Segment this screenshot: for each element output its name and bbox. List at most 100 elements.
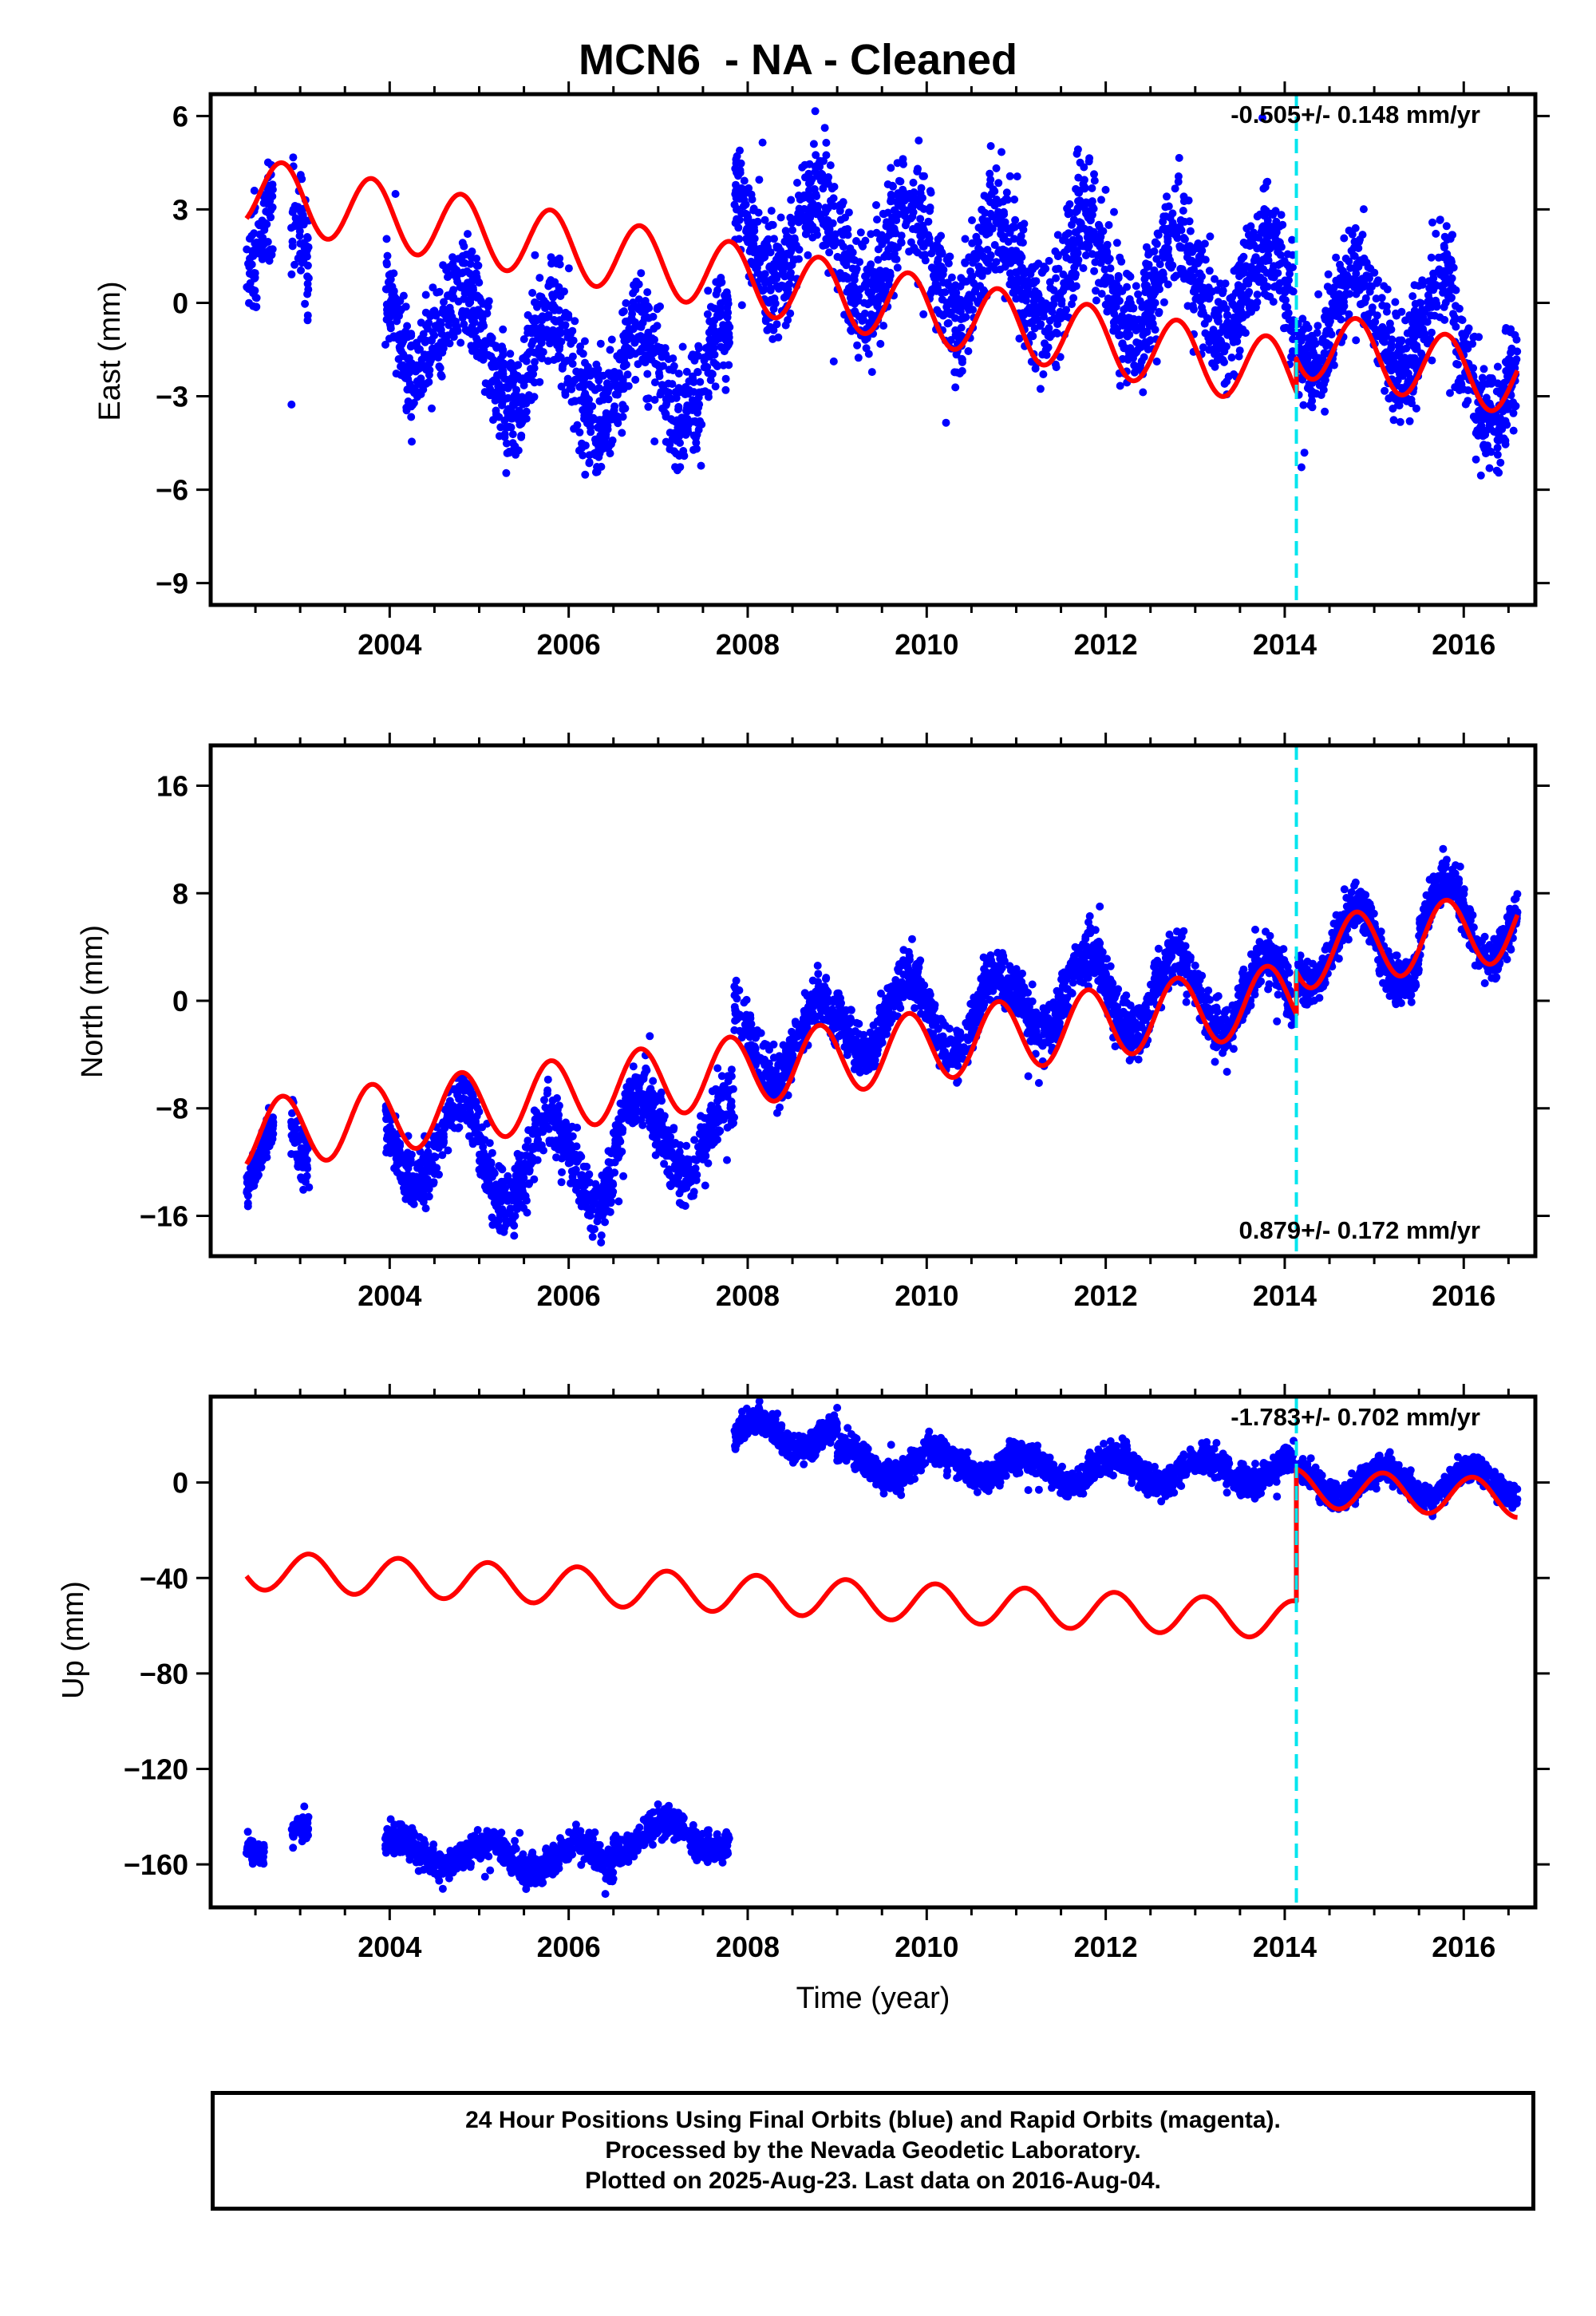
east-data-point — [299, 257, 308, 266]
east-data-point — [1440, 267, 1448, 275]
east-data-point — [1282, 311, 1290, 320]
east-data-point — [392, 294, 401, 303]
east-data-point — [1062, 253, 1071, 262]
east-data-point — [614, 419, 622, 428]
east-data-point — [650, 396, 659, 404]
east-data-point — [1493, 450, 1502, 459]
east-data-point — [1143, 263, 1152, 271]
east-data-point — [872, 285, 880, 294]
east-data-point — [892, 255, 901, 263]
east-data-point — [758, 287, 767, 295]
east-data-point — [1259, 184, 1268, 193]
east-data-point — [474, 338, 483, 346]
east-data-point — [1394, 351, 1402, 360]
north-data-point — [431, 1152, 440, 1161]
east-data-point — [557, 382, 566, 391]
east-data-point — [792, 214, 801, 223]
east-data-point — [1106, 264, 1115, 273]
east-data-point — [1093, 237, 1102, 246]
north-data-point — [495, 1216, 504, 1225]
east-data-point — [552, 337, 561, 346]
east-data-point — [1031, 364, 1040, 373]
east-data-point — [527, 341, 536, 349]
east-data-point — [291, 221, 300, 230]
east-data-point — [1175, 153, 1183, 162]
east-data-point — [696, 377, 705, 386]
east-data-point — [826, 161, 835, 170]
east-data-point — [707, 370, 716, 377]
east-data-point — [595, 384, 603, 393]
east-data-point — [705, 341, 714, 350]
east-data-point — [502, 439, 511, 448]
east-data-point — [445, 339, 454, 348]
east-data-point — [1472, 455, 1480, 464]
east-data-point — [1062, 306, 1071, 314]
east-data-point — [623, 370, 632, 379]
east-data-point — [1387, 366, 1396, 375]
east-data-point — [915, 136, 923, 145]
east-data-point — [901, 194, 910, 203]
north-data-point — [442, 1121, 451, 1130]
east-data-point — [766, 322, 774, 331]
east-data-point — [1245, 287, 1254, 296]
north-data-point — [523, 1208, 531, 1217]
east-data-point — [1205, 346, 1214, 354]
east-data-point — [886, 271, 895, 280]
east-data-point — [764, 243, 772, 251]
east-data-point — [1141, 338, 1150, 346]
east-data-point — [1438, 282, 1447, 290]
east-data-point — [1276, 251, 1285, 259]
east-data-point — [1179, 207, 1187, 215]
north-data-point — [597, 1238, 606, 1247]
east-data-point — [498, 367, 507, 376]
east-data-point — [439, 304, 448, 313]
east-data-point — [408, 437, 416, 446]
east-x-tick-label: 2008 — [716, 628, 780, 661]
east-data-point — [1011, 215, 1020, 224]
east-data-point — [1155, 309, 1163, 318]
east-data-point — [787, 241, 796, 249]
east-data-point — [851, 299, 859, 308]
east-data-point — [819, 184, 828, 193]
east-data-point — [1005, 255, 1013, 263]
east-data-point — [875, 271, 884, 280]
east-data-point — [1398, 363, 1407, 372]
east-data-point — [982, 255, 990, 264]
east-data-point — [484, 337, 492, 346]
east-data-point — [591, 451, 600, 460]
north-data-point — [525, 1168, 534, 1176]
east-data-point — [1332, 312, 1341, 320]
east-data-point — [1493, 362, 1502, 371]
east-data-point — [673, 416, 681, 425]
east-data-point — [1509, 398, 1518, 407]
east-data-point — [1129, 314, 1138, 323]
east-data-point — [774, 333, 783, 342]
east-data-point — [254, 219, 263, 228]
east-data-point — [643, 302, 652, 310]
east-data-point — [302, 249, 310, 258]
east-data-point — [735, 215, 744, 224]
east-data-point — [926, 187, 934, 196]
east-data-point — [1280, 257, 1289, 266]
east-data-point — [287, 400, 296, 409]
east-data-point — [992, 218, 1001, 227]
east-data-point — [297, 266, 305, 275]
east-data-point — [691, 433, 700, 441]
east-data-point — [547, 253, 555, 262]
east-data-point — [629, 289, 638, 298]
east-data-point — [685, 377, 693, 385]
east-data-point — [650, 349, 658, 358]
east-data-point — [555, 254, 564, 263]
east-data-point — [887, 195, 895, 204]
east-data-point — [1304, 334, 1313, 342]
east-data-point — [952, 368, 961, 377]
east-data-point — [1108, 294, 1117, 303]
east-data-point — [1488, 376, 1497, 385]
east-data-point — [1129, 304, 1138, 313]
east-data-point — [893, 263, 902, 272]
east-data-point — [1170, 273, 1179, 282]
east-data-point — [1283, 302, 1292, 311]
east-data-point — [540, 301, 549, 310]
east-data-point — [251, 239, 259, 247]
east-data-point — [403, 385, 412, 394]
